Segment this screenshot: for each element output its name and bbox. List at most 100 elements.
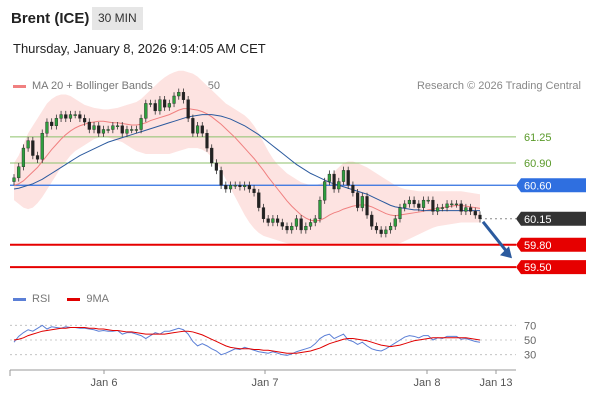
candle-body — [407, 199, 411, 205]
candle — [214, 159, 219, 175]
candle-body — [365, 196, 369, 216]
candle-body — [158, 99, 162, 112]
candle-body — [445, 203, 449, 208]
candle-body — [478, 214, 482, 219]
candle — [299, 215, 303, 234]
candle — [393, 215, 397, 230]
candle — [403, 200, 407, 212]
candle-body — [120, 125, 124, 134]
candle-body — [327, 173, 331, 182]
candle — [26, 136, 30, 152]
candle-body — [304, 225, 308, 231]
candle — [412, 196, 416, 208]
candle-body — [92, 125, 96, 130]
instrument-title: Brent (ICE) — [11, 10, 90, 27]
rsi9-swatch — [67, 297, 81, 301]
candle — [304, 222, 308, 234]
candle — [308, 218, 313, 230]
candle-body — [26, 140, 30, 149]
candle-body — [163, 99, 167, 108]
candle-body — [454, 203, 459, 206]
candle-body — [464, 207, 468, 212]
candle-body — [186, 99, 190, 119]
candle — [92, 122, 96, 134]
candle-body — [393, 218, 397, 227]
candle — [219, 166, 223, 189]
candle-body — [17, 166, 21, 179]
level-label-59.80: 59.80 — [524, 240, 552, 252]
candle-body — [177, 92, 181, 97]
candle — [374, 222, 379, 234]
candle-body — [233, 185, 237, 187]
candle — [243, 181, 247, 191]
candle-body — [285, 225, 289, 231]
candle-body — [68, 114, 73, 119]
candle-body — [337, 181, 341, 190]
candle-body — [351, 185, 355, 193]
candle — [266, 215, 270, 227]
candle-body — [73, 114, 77, 116]
candle — [50, 118, 54, 130]
candle-body — [200, 125, 204, 134]
level-tag-59.80: 59.80 — [516, 237, 586, 252]
level-label-61.25: 61.25 — [524, 132, 552, 144]
candle-body — [45, 121, 49, 134]
level-tag-bg — [516, 237, 586, 252]
candle-body — [144, 103, 148, 119]
candle — [261, 203, 266, 223]
candle — [421, 196, 426, 212]
candle — [313, 215, 317, 227]
timeframe-selector[interactable]: 30 MIN — [92, 7, 143, 30]
candle-body — [191, 118, 195, 134]
candle — [115, 122, 120, 130]
chart-header: Brent (ICE) 30 MIN — [0, 0, 590, 36]
candle-body — [412, 199, 416, 205]
candle — [478, 211, 482, 223]
forecast-arrow — [481, 220, 510, 255]
rsi-tick-50: 50 — [524, 335, 536, 347]
report-datetime: Thursday, January 8, 2026 9:14:05 AM CET — [13, 41, 266, 56]
candle — [200, 122, 204, 137]
candle — [167, 99, 171, 111]
candle-body — [440, 207, 444, 209]
candle-body — [181, 92, 186, 100]
candle-body — [468, 207, 473, 212]
candle — [379, 226, 383, 238]
candle — [195, 122, 200, 137]
candle-body — [261, 207, 266, 219]
candle-body — [360, 196, 364, 208]
candle-body — [97, 125, 101, 134]
candle-body — [275, 218, 280, 223]
candle — [73, 110, 77, 119]
candle — [139, 114, 143, 134]
candle — [59, 110, 63, 123]
candle — [356, 189, 360, 212]
candle — [205, 129, 209, 152]
candle — [440, 203, 444, 212]
candle-body — [195, 125, 200, 134]
candle-body — [266, 218, 270, 223]
candle — [323, 177, 327, 204]
candle-body — [346, 170, 350, 186]
candle-body — [417, 203, 421, 208]
candle-body — [78, 114, 82, 119]
candle-body — [257, 192, 261, 208]
candle-body — [214, 162, 219, 171]
candle — [101, 125, 106, 137]
candle — [35, 151, 40, 163]
candle — [163, 96, 167, 111]
candle — [337, 177, 341, 193]
candle-body — [247, 185, 251, 190]
candle — [68, 110, 73, 123]
candle — [346, 166, 350, 189]
candle-body — [35, 155, 40, 160]
ma20-line — [13, 108, 481, 222]
candle-body — [398, 207, 402, 219]
rsi-legend: RSI 9MA — [13, 293, 123, 305]
candle — [40, 129, 44, 163]
candle — [125, 125, 129, 137]
candle-body — [148, 103, 153, 105]
candle-body — [50, 121, 54, 126]
candle — [97, 122, 101, 137]
candle-body — [450, 203, 454, 206]
